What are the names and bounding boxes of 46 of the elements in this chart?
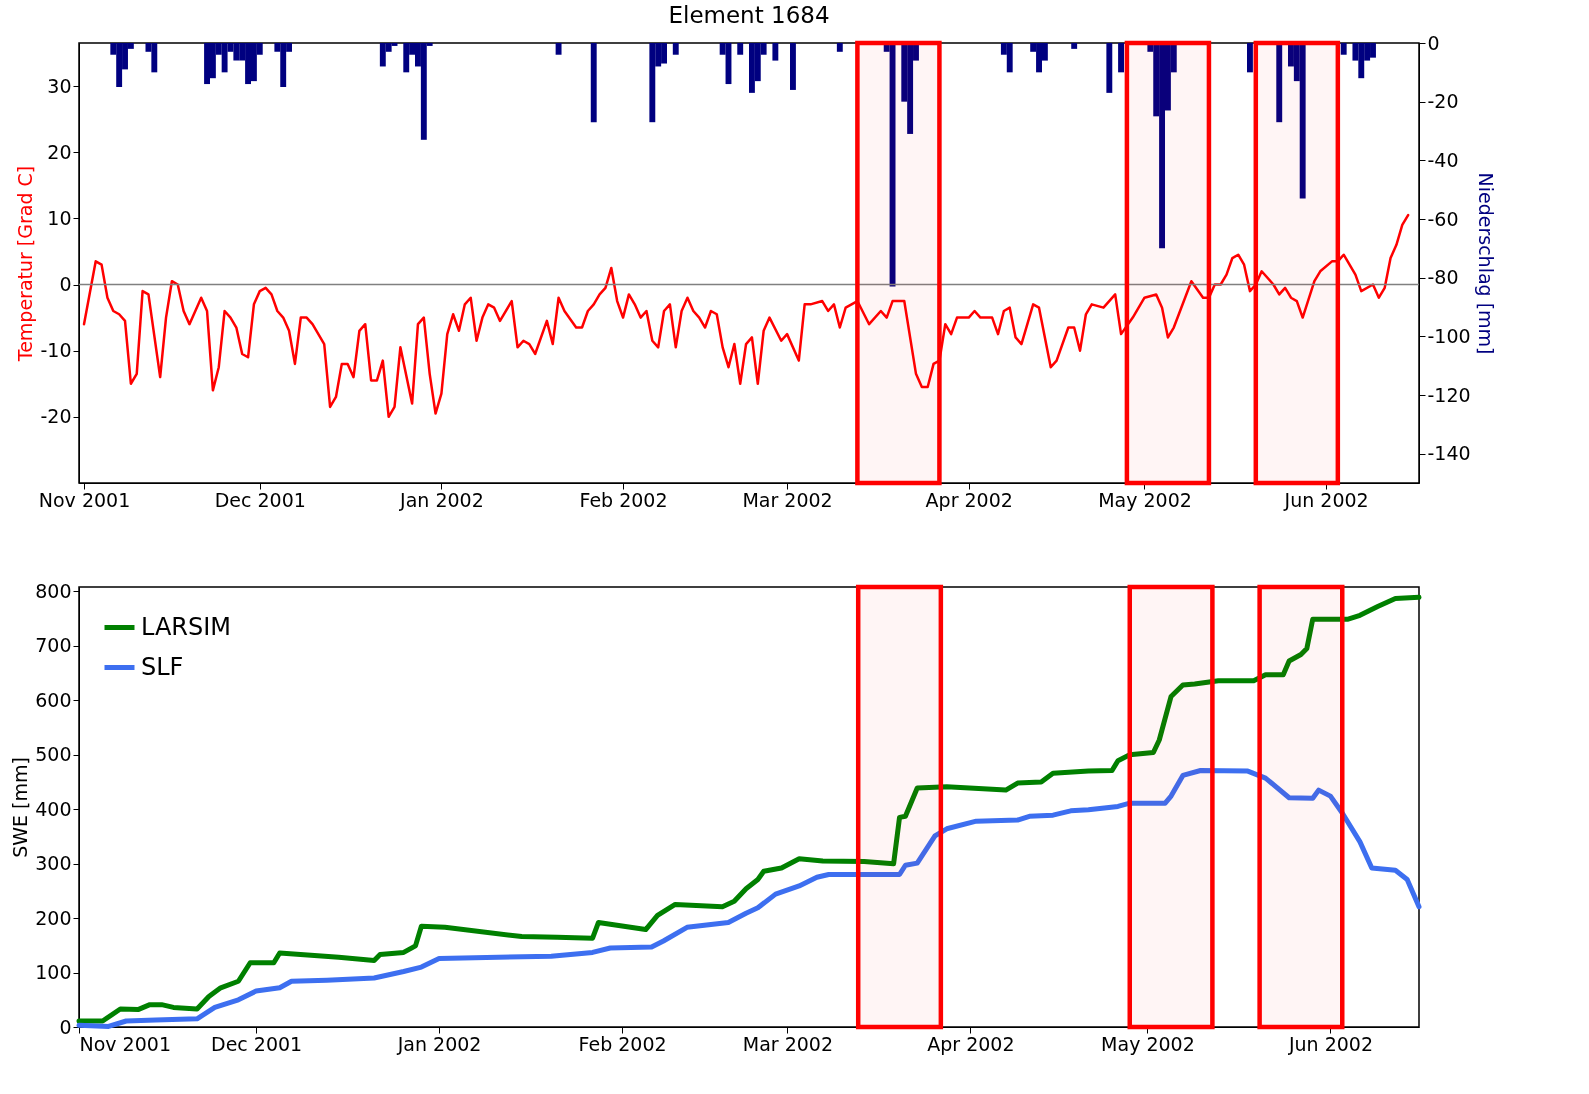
x-tick-label: Jan 2002: [396, 1032, 482, 1055]
y2-tick-label: -140: [1427, 442, 1471, 465]
y-tick-label: 100: [35, 961, 72, 984]
y2-axis-title: Niederschlag [mm]: [1474, 172, 1497, 355]
y-tick-label: 200: [35, 906, 72, 929]
y2-tick-label: -60: [1427, 207, 1459, 230]
x-tick-label: Jun 2002: [1283, 488, 1369, 511]
y-axis-title: Temperatur [Grad C]: [14, 165, 37, 363]
x-tick-label: Jan 2002: [399, 488, 484, 511]
chart-title: Element 1684: [668, 2, 830, 28]
y2-tick-label: -20: [1427, 90, 1459, 113]
x-tick-label: Nov 2001: [38, 488, 131, 511]
line-series: [82, 213, 1410, 419]
x-tick-label: Mar 2002: [742, 1032, 833, 1055]
y-tick-label: 800: [35, 579, 72, 602]
x-tick-label: Jun 2002: [1287, 1032, 1373, 1055]
y2-tick-label: 0: [1427, 31, 1440, 54]
y-tick-label: 700: [35, 634, 72, 657]
x-tick-label: Feb 2002: [579, 488, 668, 511]
legend-label: SLF: [141, 652, 184, 681]
y-tick-label: 30: [47, 74, 72, 97]
y2-tick-label: -40: [1427, 148, 1459, 171]
x-tick-label: Apr 2002: [925, 488, 1013, 511]
x-tick-label: Nov 2001: [79, 1032, 171, 1055]
y-tick-label: 300: [35, 852, 72, 875]
y-tick-label: -10: [40, 339, 72, 362]
y-tick-label: 600: [35, 688, 72, 711]
x-tick-label: Dec 2001: [214, 488, 306, 511]
y-axis-title: SWE [mm]: [9, 757, 32, 858]
y-tick-label: 400: [35, 797, 72, 820]
x-tick-label: Mar 2002: [742, 488, 833, 511]
x-tick-label: May 2002: [1101, 1032, 1195, 1055]
y2-tick-label: -120: [1427, 383, 1471, 406]
x-tick-label: Feb 2002: [578, 1032, 667, 1055]
legend-label: LARSIM: [141, 612, 232, 641]
y-tick-label: 0: [59, 273, 72, 295]
x-tick-label: Apr 2002: [927, 1032, 1015, 1055]
x-tick-label: May 2002: [1098, 488, 1192, 511]
y-tick-label: 20: [47, 140, 72, 163]
y2-tick-label: -100: [1427, 324, 1471, 347]
y-tick-label: 500: [35, 743, 72, 766]
y-tick-label: -20: [40, 405, 72, 428]
y2-tick-label: -80: [1427, 266, 1459, 289]
x-tick-label: Dec 2001: [211, 1032, 303, 1055]
y-tick-label: 10: [47, 206, 72, 229]
y-tick-label: 0: [59, 1015, 72, 1038]
